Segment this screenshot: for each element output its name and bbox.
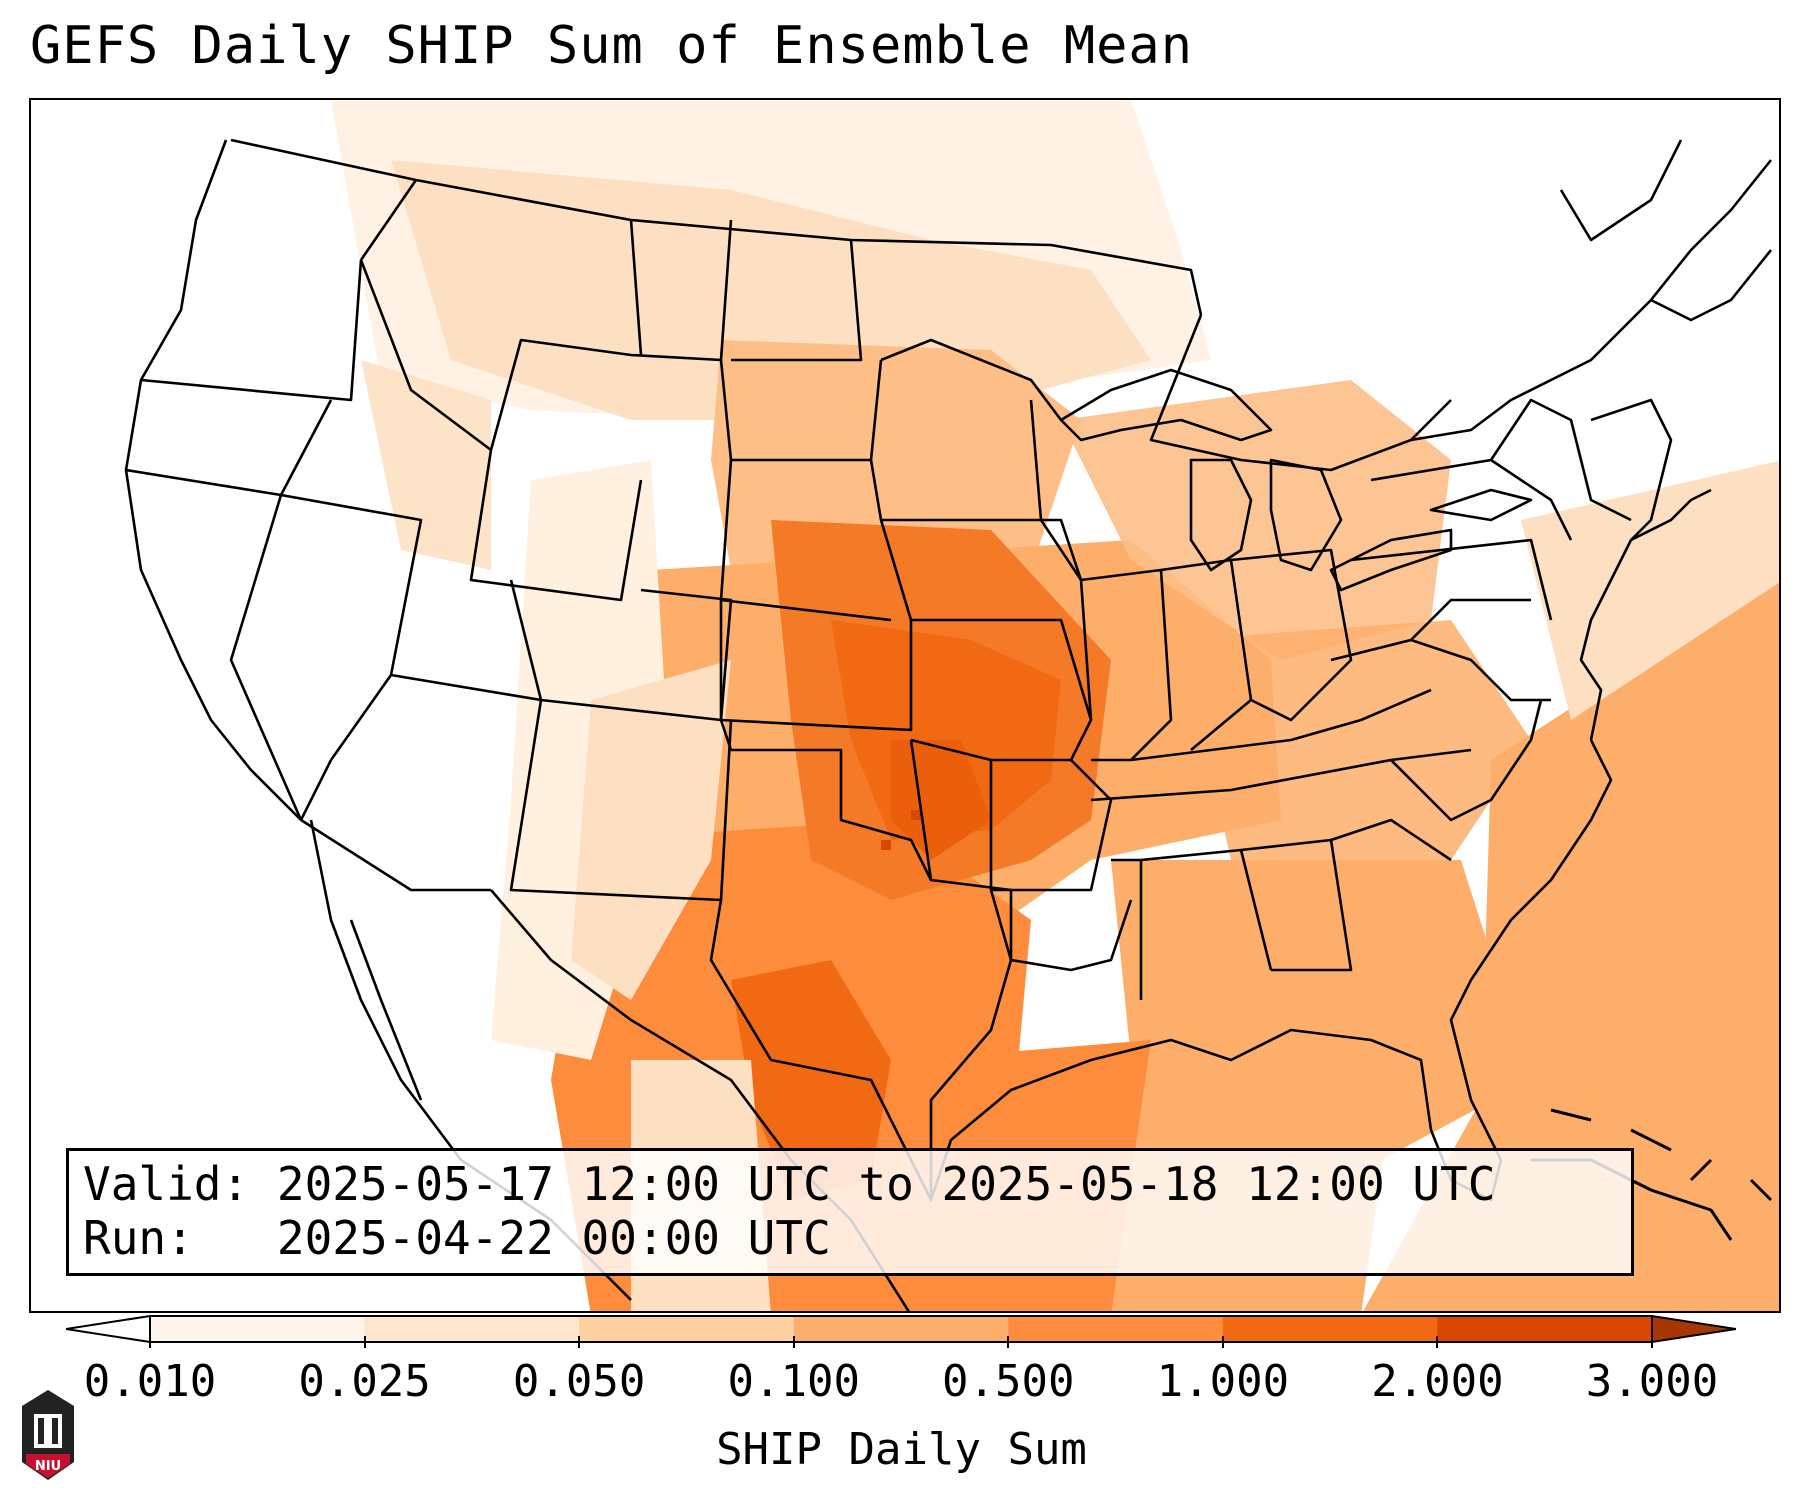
colorbar-outline	[149, 1315, 1653, 1343]
colorbar-label: SHIP Daily Sum	[716, 1424, 1087, 1475]
map-canvas	[124, 100, 1779, 1311]
colorbar-tick-label: 0.025	[298, 1356, 431, 1407]
colorbar-max-extension	[1651, 1314, 1736, 1344]
colorbar	[66, 1314, 1736, 1344]
colorbar-segment	[1008, 1316, 1224, 1342]
colorbar-tick-label: 0.050	[512, 1356, 646, 1407]
colorbar-min-extension	[66, 1314, 151, 1344]
colorbar-tick	[363, 1336, 366, 1348]
colorbar-tick	[1007, 1336, 1010, 1348]
colorbar-segment	[579, 1316, 795, 1342]
run-label: Run:	[83, 1211, 194, 1265]
colorbar-segment	[1222, 1316, 1438, 1342]
colorbar-tick	[792, 1336, 795, 1348]
colorbar-segment	[1437, 1316, 1653, 1342]
valid-label: Valid:	[83, 1157, 250, 1211]
colorbar-tick-label: 1.000	[1156, 1356, 1290, 1407]
map-panel	[29, 98, 1781, 1313]
colorbar-tick	[1651, 1336, 1653, 1348]
colorbar-tick-label: 0.500	[942, 1356, 1075, 1407]
colorbar-tick	[149, 1336, 151, 1348]
valid-value: 2025-05-17 12:00 UTC to 2025-05-18 12:00…	[276, 1157, 1496, 1211]
colorbar-tick-label: 0.010	[83, 1356, 217, 1407]
colorbar-segments	[150, 1316, 1653, 1342]
map-title: GEFS Daily SHIP Sum of Ensemble Mean	[30, 16, 1194, 76]
colorbar-tick-label: 3.000	[1585, 1356, 1719, 1407]
colorbar-segment	[364, 1316, 580, 1342]
colorbar-tick	[1436, 1336, 1439, 1348]
niu-logo-text: NIU	[35, 1459, 61, 1474]
colorbar-tick	[578, 1336, 581, 1348]
run-value: 2025-04-22 00:00 UTC	[276, 1211, 831, 1265]
colorbar-tick	[1221, 1336, 1224, 1348]
valid-run-info-box: Valid: 2025-05-17 12:00 UTC to 2025-05-1…	[66, 1148, 1634, 1276]
niu-logo: NIU	[22, 1390, 74, 1480]
ship-fill-layer	[331, 100, 1779, 1311]
colorbar-segment	[150, 1316, 366, 1342]
colorbar-segment	[793, 1316, 1009, 1342]
colorbar-tick-label: 2.000	[1371, 1356, 1504, 1407]
colorbar-tick-label: 0.100	[727, 1356, 860, 1407]
